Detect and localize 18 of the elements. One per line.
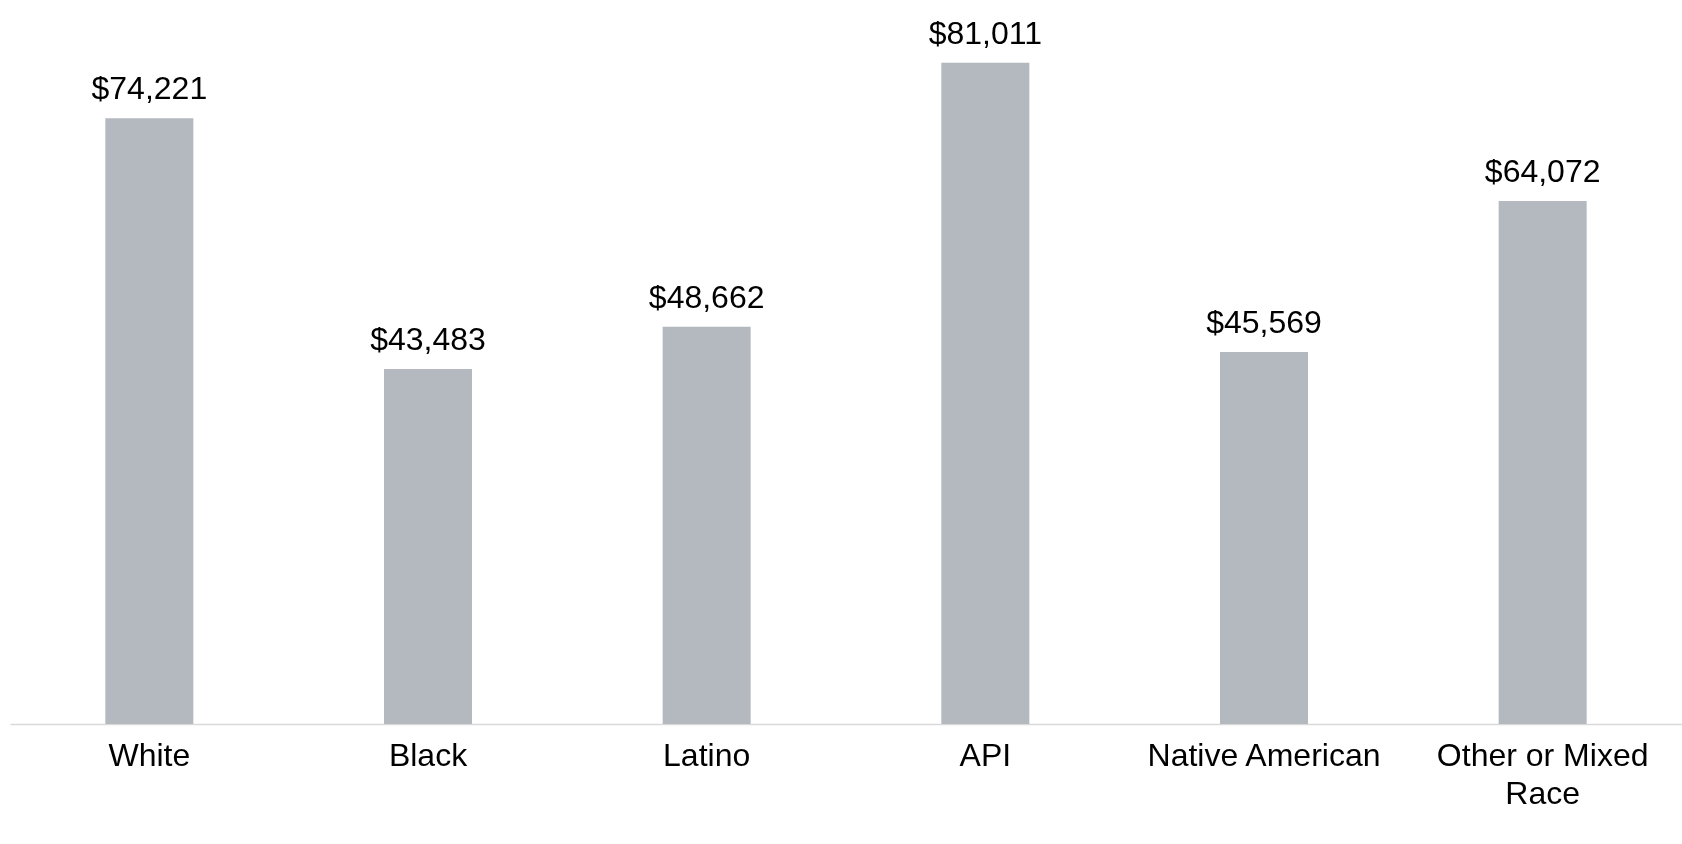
data-label: $45,569	[1206, 304, 1322, 341]
data-label: $64,072	[1484, 153, 1601, 190]
bar	[1220, 352, 1308, 724]
x-tick-label: White	[108, 736, 191, 773]
x-tick-label: Native American	[1147, 736, 1381, 773]
bar	[941, 62, 1030, 724]
x-tick-label: Latino	[663, 736, 751, 773]
data-label: $48,662	[648, 278, 765, 315]
data-label: $43,483	[370, 321, 486, 358]
bar	[105, 118, 194, 724]
bar	[384, 369, 472, 724]
data-label: $74,221	[91, 70, 208, 107]
x-tick-label: Black	[388, 736, 469, 773]
data-label: $81,011	[928, 14, 1042, 51]
bar	[1498, 201, 1587, 724]
bar	[662, 326, 751, 724]
x-tick-label: Other or Mixed Race	[1436, 736, 1649, 811]
x-tick-label: API	[959, 736, 1012, 773]
